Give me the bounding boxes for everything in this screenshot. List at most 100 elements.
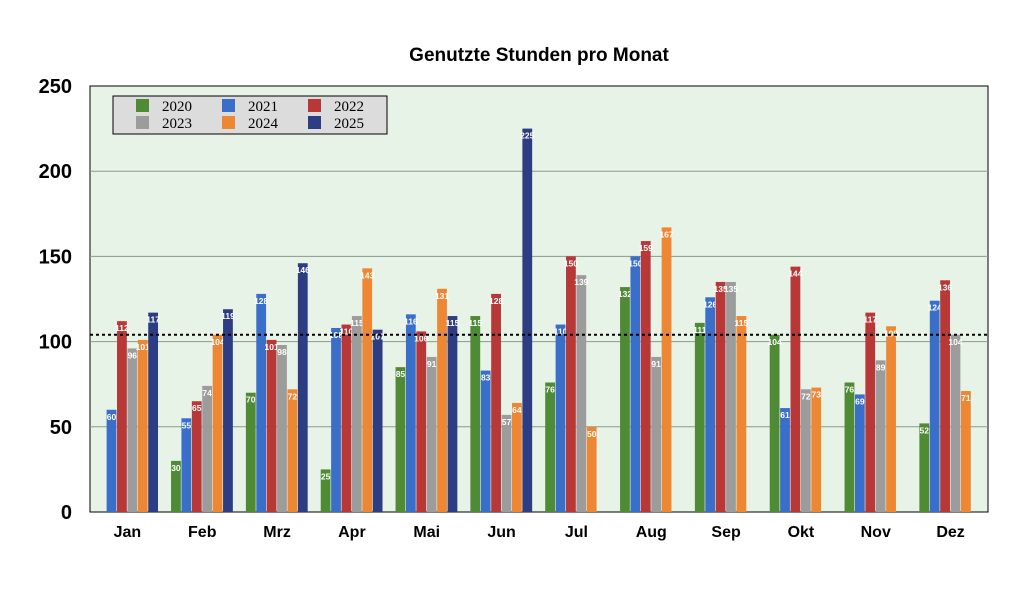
data-label: 72: [801, 391, 811, 401]
bar: [620, 287, 630, 512]
data-label: 131: [435, 291, 449, 301]
bar: [117, 321, 127, 512]
bar: [245, 392, 256, 512]
y-tick-label: 50: [50, 417, 72, 439]
bar: [576, 275, 587, 512]
bar: [854, 394, 865, 512]
data-label: 104: [768, 337, 782, 347]
data-label: 72: [288, 391, 298, 401]
bar: [640, 241, 651, 512]
data-label: 124: [928, 303, 942, 313]
data-label: 69: [855, 396, 865, 406]
x-tick-label: Dez: [936, 524, 964, 541]
bar: [223, 309, 233, 512]
x-axis: Jan Feb Mrz Apr Mai Jun Jul Aug Sep Okt Nov Dez: [114, 524, 965, 541]
legend-swatch: [136, 116, 149, 129]
legend-label: 2020: [162, 99, 192, 115]
data-label: 135: [724, 284, 738, 294]
bar: [545, 382, 556, 512]
bar: [780, 408, 790, 512]
legend-label: 2022: [334, 99, 364, 115]
legend-swatch: [222, 116, 235, 129]
data-label: 107: [371, 332, 385, 342]
data-label: 135: [713, 284, 727, 294]
bar: [555, 324, 566, 512]
data-label: 83: [481, 373, 491, 383]
data-label: 91: [651, 359, 661, 369]
bar: [171, 460, 181, 512]
bar: [960, 391, 971, 512]
bar: [501, 414, 512, 512]
data-label: 91: [427, 359, 437, 369]
bar: [372, 329, 383, 512]
data-label: 98: [277, 347, 287, 357]
data-label: 126: [703, 299, 717, 309]
data-label: 70: [246, 395, 256, 405]
x-tick-label: Jun: [487, 524, 515, 541]
y-tick-label: 150: [39, 246, 72, 268]
data-label: 61: [780, 410, 790, 420]
data-label: 144: [788, 269, 802, 279]
data-label: 117: [146, 315, 160, 325]
bar: [106, 409, 117, 512]
data-label: 25: [321, 471, 331, 481]
bar: [266, 339, 277, 512]
data-label: 143: [360, 270, 374, 280]
legend-label: 2023: [162, 116, 192, 132]
bar: [212, 334, 223, 512]
bar: [181, 418, 192, 512]
bar: [790, 266, 801, 512]
y-tick-label: 200: [39, 161, 72, 183]
x-tick-label: Feb: [188, 524, 217, 541]
bar: [148, 312, 159, 512]
bar: [137, 339, 148, 512]
bar: [875, 360, 886, 512]
bar: [320, 469, 331, 512]
bar: [769, 334, 780, 512]
x-tick-label: Mrz: [263, 524, 291, 541]
data-label: 106: [414, 333, 428, 343]
x-tick-label: Aug: [636, 524, 667, 541]
data-label: 96: [128, 350, 138, 360]
bar: [886, 326, 896, 512]
data-label: 71: [961, 393, 971, 403]
data-label: 104: [948, 337, 962, 347]
legend-box: [112, 95, 388, 135]
x-tick-label: Jul: [565, 524, 588, 541]
data-label: 115: [446, 318, 460, 328]
bar: [362, 268, 373, 512]
bar: [511, 402, 522, 512]
y-axis: 0 50 100 150 200 250: [39, 76, 72, 524]
data-label: 115: [468, 318, 482, 328]
bar: [800, 389, 811, 512]
data-label: 52: [920, 425, 930, 435]
bar: [844, 382, 855, 512]
data-label: 76: [545, 385, 555, 395]
x-tick-label: Okt: [788, 524, 815, 541]
bar: [405, 314, 416, 512]
legend-swatch: [308, 116, 321, 129]
bar: [865, 312, 876, 512]
bar: [630, 256, 641, 512]
bar: [297, 263, 308, 512]
data-label: 50: [587, 429, 597, 439]
data-label: 128: [254, 296, 268, 306]
legend: 2020 2021 2022 2023 2024 2025: [112, 95, 388, 135]
bar: [277, 345, 287, 512]
bar: [287, 389, 298, 512]
bar: [566, 256, 576, 512]
bar: [416, 331, 427, 512]
bar: [395, 367, 406, 512]
chart-title: Genutzte Stunden pro Monat: [409, 45, 669, 66]
data-label: 64: [512, 405, 522, 415]
gridlines: [90, 170, 988, 428]
bar: [522, 128, 533, 512]
legend-label: 2024: [248, 116, 279, 132]
data-label: 128: [489, 296, 503, 306]
bar: [929, 300, 940, 512]
legend-label: 2025: [334, 116, 364, 132]
bar: [715, 281, 726, 512]
bar: [940, 280, 950, 512]
x-tick-label: Apr: [338, 524, 366, 541]
